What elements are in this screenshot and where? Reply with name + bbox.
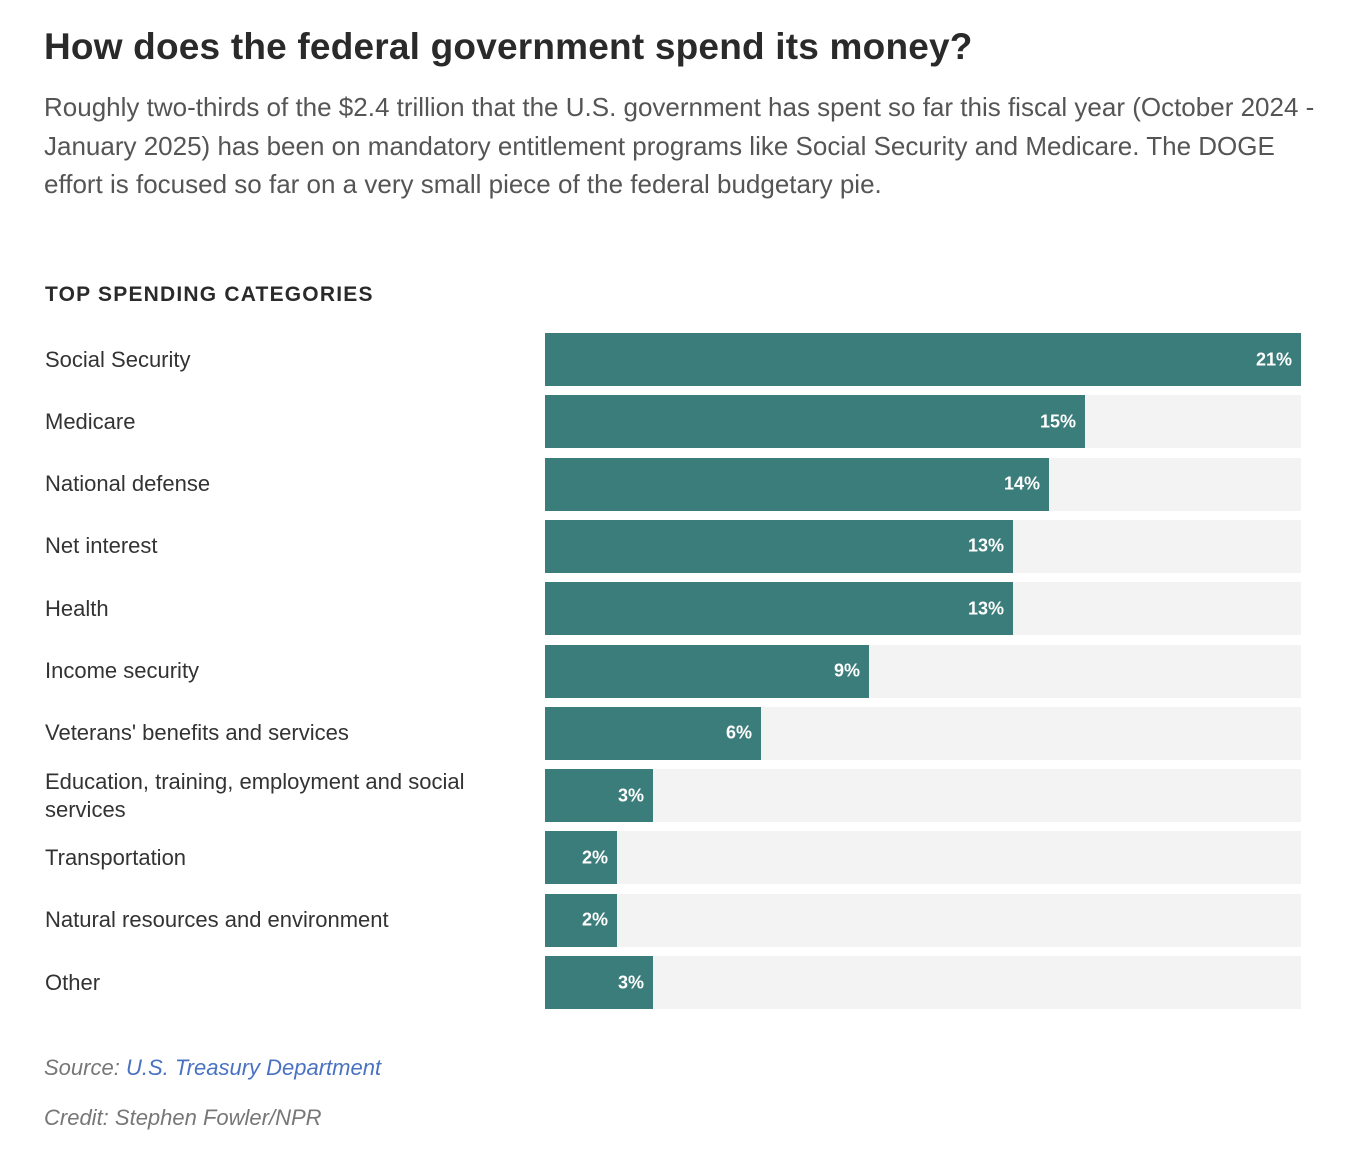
bar [545,457,1049,511]
bar-value-label: 3% [617,785,644,806]
bar [545,831,617,885]
bar-value-label: 2% [581,847,608,868]
category-label: Net interest [45,533,158,559]
category-label: Social Security [45,346,191,372]
section-label: TOP SPENDING CATEGORIES [45,283,374,306]
bar-value-label: 14% [1003,473,1040,494]
category-label: Income security [45,658,200,683]
category-label: Education, training, employment and soci… [45,768,465,822]
category-label: Other [45,969,101,995]
bar-value-label: 21% [1255,349,1292,369]
bar [545,582,1013,636]
bar-track [545,893,1301,947]
chart-subtitle: Roughly two-thirds of the $2.4 trillion … [44,92,1315,199]
bar [545,333,1301,386]
bar-track [545,769,1301,823]
credit-line: Credit: Stephen Fowler/NPR [44,1105,322,1130]
category-label: National defense [45,471,211,497]
chart-title: How does the federal government spend it… [44,26,973,67]
bar [545,519,1013,573]
bar [545,893,617,947]
bar-track [545,956,1301,1009]
source-line: Source: U.S. Treasury Department [44,1055,381,1081]
bar [545,769,653,823]
bar-value-label: 15% [1039,411,1076,432]
bar-track [545,831,1301,885]
category-label: Transportation [45,844,187,870]
bar [545,956,653,1009]
bar [545,644,869,698]
bar-value-label: 3% [617,972,644,992]
source-prefix: Source: [44,1055,120,1080]
bar-value-label: 13% [967,535,1004,556]
category-label: Medicare [45,408,136,434]
bar-value-label: 2% [581,909,608,930]
bar [545,706,761,760]
bar-value-label: 6% [725,722,752,743]
category-label: Health [45,595,109,621]
bar-value-label: 9% [833,660,860,681]
bar [545,395,1085,449]
source-link[interactable]: U.S. Treasury Department [125,1055,382,1080]
category-label: Natural resources and environment [45,907,389,933]
bar-value-label: 13% [967,598,1004,619]
category-label: Veterans' benefits and services [45,720,349,746]
